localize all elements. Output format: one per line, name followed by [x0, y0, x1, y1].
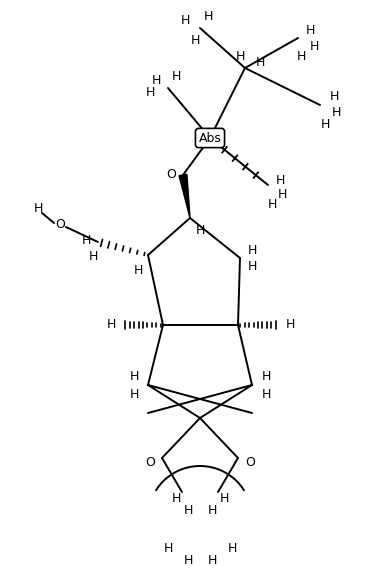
Text: H: H — [183, 504, 193, 517]
Text: H: H — [171, 70, 181, 82]
Text: H: H — [331, 107, 341, 119]
Text: H: H — [285, 319, 295, 332]
Text: O: O — [55, 219, 65, 231]
Text: H: H — [277, 188, 286, 202]
Text: H: H — [261, 371, 271, 384]
Text: H: H — [33, 203, 43, 215]
Text: H: H — [180, 14, 190, 26]
Text: H: H — [133, 263, 143, 276]
Text: Abs: Abs — [199, 131, 222, 144]
Text: H: H — [163, 541, 173, 554]
Text: H: H — [129, 388, 139, 401]
Text: H: H — [129, 371, 139, 384]
Text: H: H — [145, 86, 155, 99]
Text: H: H — [305, 23, 315, 37]
Text: H: H — [261, 388, 271, 401]
Text: H: H — [219, 492, 229, 505]
Text: H: H — [207, 553, 217, 566]
Polygon shape — [179, 174, 190, 218]
Text: H: H — [247, 243, 257, 256]
Text: H: H — [88, 250, 98, 263]
Text: H: H — [227, 541, 237, 554]
Text: H: H — [190, 34, 200, 46]
Text: H: H — [296, 50, 306, 62]
Text: H: H — [329, 90, 339, 103]
Text: O: O — [145, 456, 155, 469]
Text: H: H — [275, 174, 285, 187]
Text: H: H — [235, 50, 245, 62]
Text: H: H — [320, 119, 330, 131]
Text: H: H — [195, 223, 205, 236]
Text: O: O — [166, 168, 176, 182]
Text: H: H — [267, 199, 277, 211]
Text: H: H — [247, 259, 257, 272]
Text: O: O — [245, 456, 255, 469]
Text: H: H — [255, 57, 265, 70]
Text: H: H — [171, 492, 181, 505]
Text: H: H — [203, 10, 213, 22]
Text: H: H — [207, 504, 217, 517]
Text: H: H — [81, 234, 91, 247]
Text: H: H — [151, 74, 161, 86]
Text: H: H — [183, 553, 193, 566]
Text: H: H — [106, 319, 116, 332]
Text: H: H — [309, 39, 319, 53]
